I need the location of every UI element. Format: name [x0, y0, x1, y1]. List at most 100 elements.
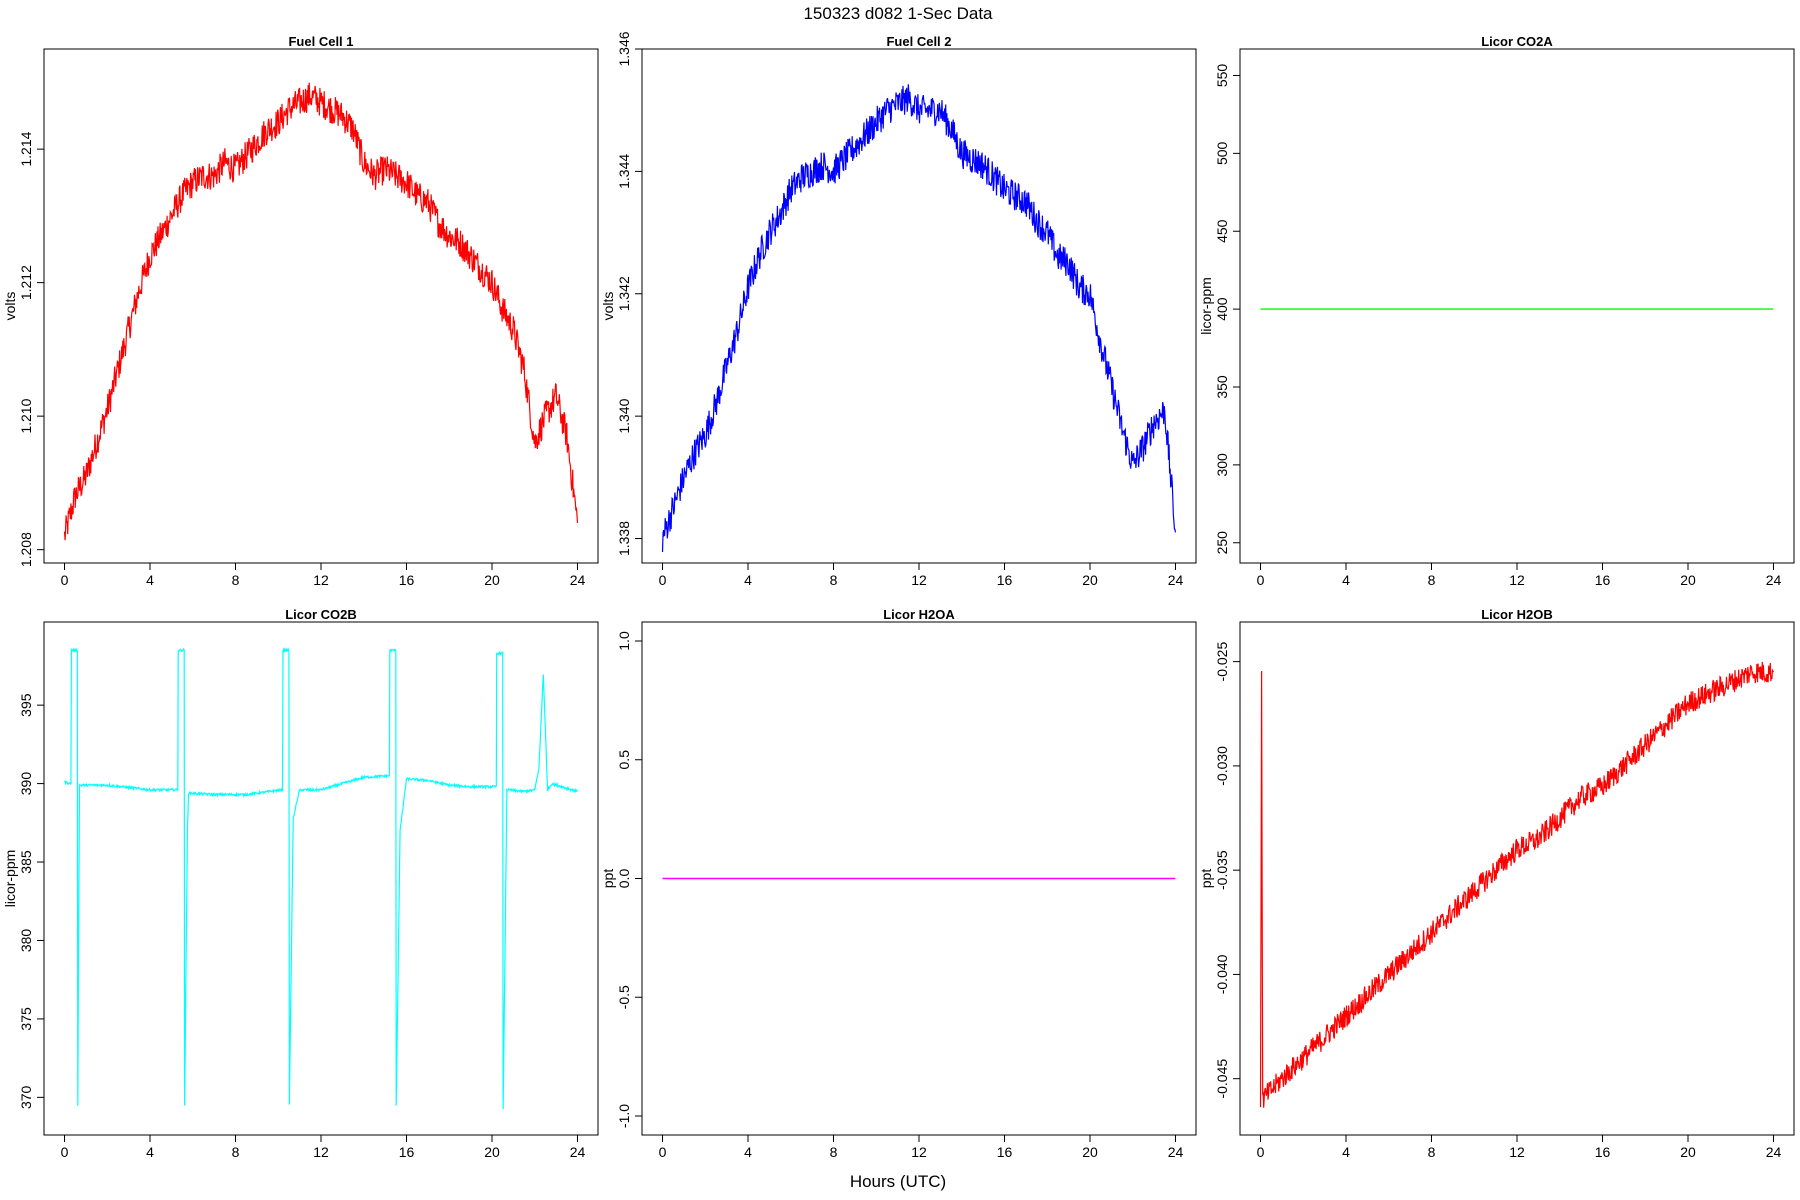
figure-title: 150323 d082 1-Sec Data [803, 4, 993, 23]
plot-frame [1239, 48, 1795, 564]
y-tick-label: 375 [18, 1007, 34, 1031]
x-tick-label: 0 [1257, 572, 1265, 588]
y-tick-label: 390 [18, 772, 34, 796]
panel-2: Fuel Cell 2 volts 0 4 8 12 16 20 24 1.338 1.340 1.3… [600, 31, 1197, 588]
plot-frame [43, 48, 599, 564]
y-tick-label: 1.344 [616, 154, 632, 189]
x-tick-label: 24 [570, 572, 586, 588]
x-tick-label: 12 [911, 572, 927, 588]
plot-frame [641, 48, 1197, 564]
panel-title: Fuel Cell 2 [886, 34, 951, 49]
y-tick-label: 1.340 [616, 398, 632, 433]
x-tick-label: 20 [1680, 572, 1696, 588]
x-tick-label: 16 [1595, 1144, 1611, 1160]
panel-6: Licor H2OB ppt 0 4 8 12 16 20 24 -0.045 -0.040 -0.0… [1198, 607, 1795, 1160]
y-axis-label: licor-ppm [1198, 277, 1214, 335]
y-tick-label: 500 [1214, 141, 1230, 165]
y-axis-label: licor-ppm [2, 850, 18, 908]
y-tick-label: 1.342 [616, 276, 632, 311]
x-tick-label: 20 [1082, 1144, 1098, 1160]
panels: Fuel Cell 1 volts 0 4 8 12 16 20 24 1.208 1.210 1.2… [2, 31, 1795, 1160]
y-tick-label: 1.338 [616, 521, 632, 556]
y-tick-label: -0.025 [1214, 642, 1230, 682]
y-tick-label: 380 [18, 929, 34, 953]
x-tick-label: 4 [744, 572, 752, 588]
x-tick-label: 4 [1342, 572, 1350, 588]
x-tick-label: 8 [830, 1144, 838, 1160]
y-axis-label: volts [600, 292, 616, 321]
x-tick-label: 0 [1257, 1144, 1265, 1160]
x-tick-label: 24 [1766, 1144, 1782, 1160]
x-tick-label: 8 [232, 1144, 240, 1160]
x-tick-label: 16 [399, 572, 415, 588]
y-tick-label: 1.212 [18, 265, 34, 300]
x-tick-label: 8 [1428, 572, 1436, 588]
series-line [64, 646, 579, 1110]
y-tick-label: 1.214 [18, 131, 34, 166]
y-tick-label: 370 [18, 1085, 34, 1109]
x-tick-label: 8 [232, 572, 240, 588]
y-tick-label: -0.045 [1214, 1059, 1230, 1099]
x-tick-label: 0 [61, 1144, 69, 1160]
y-tick-label: -0.035 [1214, 850, 1230, 890]
x-tick-label: 24 [570, 1144, 586, 1160]
panel-title: Fuel Cell 1 [288, 34, 353, 49]
panel-title: Licor H2OA [883, 607, 955, 622]
x-tick-label: 16 [1595, 572, 1611, 588]
x-tick-label: 24 [1766, 572, 1782, 588]
x-tick-label: 0 [659, 572, 667, 588]
panel-title: Licor CO2B [285, 607, 357, 622]
panel-title: Licor CO2A [1481, 34, 1553, 49]
y-tick-label: -1.0 [616, 1104, 632, 1128]
y-axis-label: volts [2, 292, 18, 321]
x-tick-label: 20 [1680, 1144, 1696, 1160]
y-tick-label: 1.208 [18, 532, 34, 567]
y-tick-label: -0.030 [1214, 746, 1230, 786]
y-tick-label: 0.5 [616, 750, 632, 770]
x-tick-label: 16 [997, 1144, 1013, 1160]
y-tick-label: 300 [1214, 453, 1230, 477]
x-tick-label: 20 [484, 1144, 500, 1160]
series-line [661, 84, 1177, 553]
y-tick-label: 1.346 [616, 31, 632, 66]
x-tick-label: 4 [146, 572, 154, 588]
y-axis-label: ppt [600, 869, 616, 889]
x-tick-label: 0 [659, 1144, 667, 1160]
x-tick-label: 24 [1168, 572, 1184, 588]
x-tick-label: 0 [61, 572, 69, 588]
x-tick-label: 12 [1509, 1144, 1525, 1160]
x-tick-label: 16 [997, 572, 1013, 588]
x-tick-label: 24 [1168, 1144, 1184, 1160]
y-tick-label: 1.0 [616, 631, 632, 651]
plot-frame [43, 621, 599, 1136]
y-tick-label: 400 [1214, 297, 1230, 321]
panel-5: Licor H2OA ppt 0 4 8 12 16 20 24 -1.0 -0.5 0.0 0.5 1.… [600, 607, 1197, 1160]
y-tick-label: 250 [1214, 531, 1230, 555]
x-tick-label: 20 [484, 572, 500, 588]
y-tick-label: 385 [18, 850, 34, 874]
x-tick-label: 8 [1428, 1144, 1436, 1160]
y-tick-label: -0.040 [1214, 954, 1230, 994]
y-tick-label: 350 [1214, 375, 1230, 399]
y-tick-label: 395 [18, 693, 34, 717]
x-tick-label: 16 [399, 1144, 415, 1160]
panel-3: Licor CO2A licor-ppm 0 4 8 12 16 20 24 250 300 350 4… [1198, 34, 1795, 588]
y-axis-label: ppt [1198, 869, 1214, 889]
y-tick-label: 450 [1214, 219, 1230, 243]
x-tick-label: 12 [1509, 572, 1525, 588]
x-tick-label: 4 [744, 1144, 752, 1160]
y-tick-label: 0.0 [616, 869, 632, 889]
x-tick-label: 12 [313, 1144, 329, 1160]
panel-1: Fuel Cell 1 volts 0 4 8 12 16 20 24 1.208 1.210 1.2… [2, 34, 599, 588]
panel-title: Licor H2OB [1481, 607, 1553, 622]
series-line [1259, 661, 1774, 1108]
x-tick-label: 20 [1082, 572, 1098, 588]
x-tick-label: 4 [1342, 1144, 1350, 1160]
x-tick-label: 4 [146, 1144, 154, 1160]
series-line [63, 82, 579, 541]
panel-4: Licor CO2B licor-ppm 0 4 8 12 16 20 24 370 375 380 3… [2, 607, 599, 1160]
y-tick-label: 1.210 [18, 398, 34, 433]
y-tick-label: 550 [1214, 64, 1230, 88]
x-tick-label: 8 [830, 572, 838, 588]
